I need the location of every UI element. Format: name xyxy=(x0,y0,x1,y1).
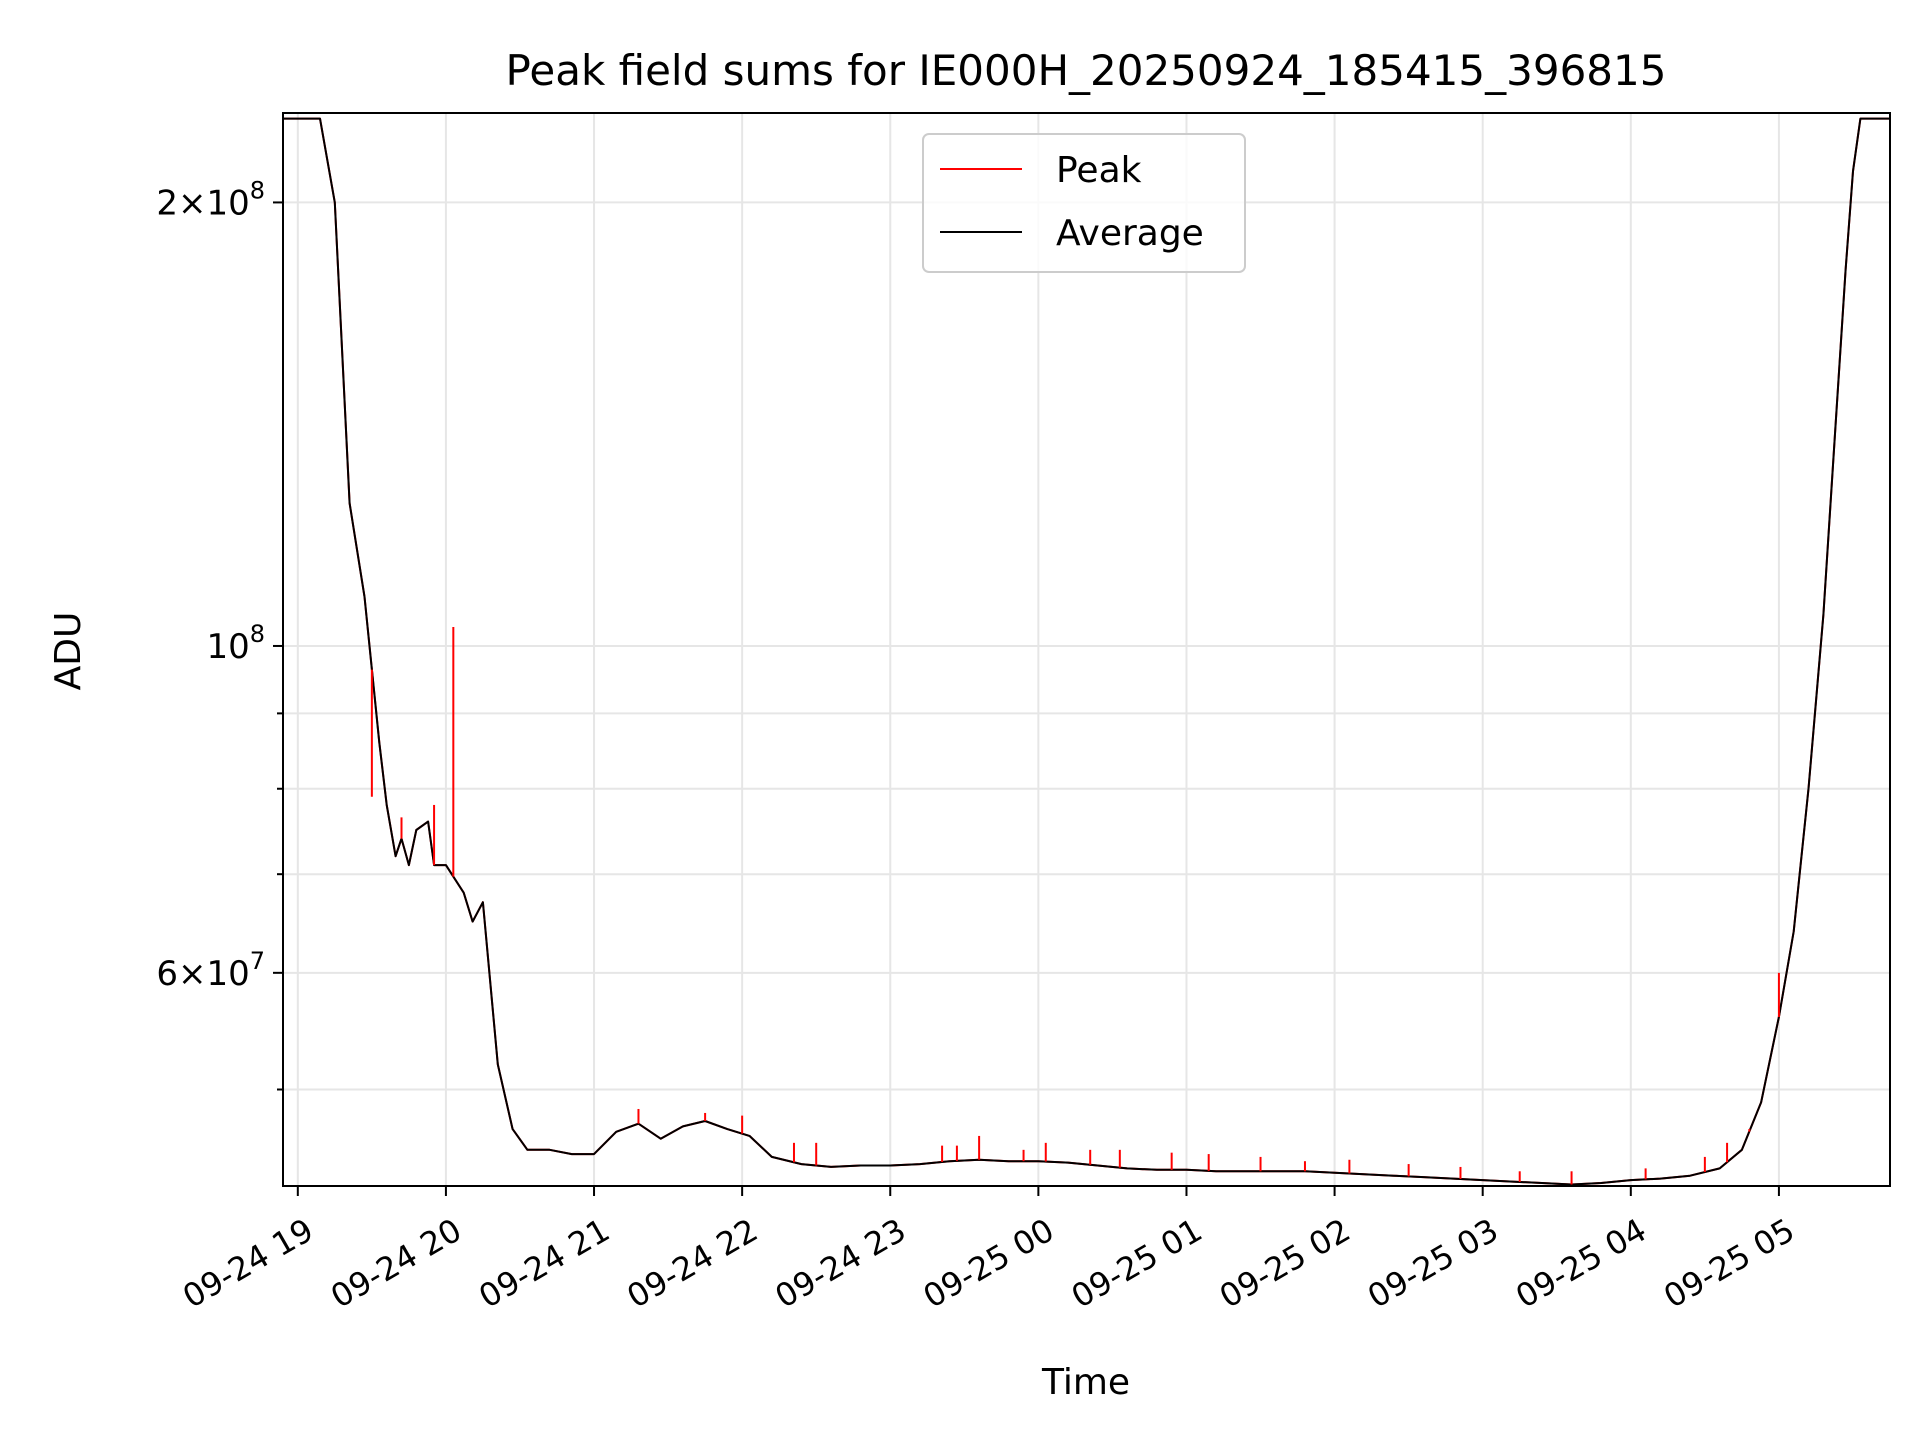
legend-label-peak: Peak xyxy=(1056,150,1142,191)
chart-title: Peak field sums for IE000H_20250924_1854… xyxy=(506,46,1667,95)
series-line-peak xyxy=(283,117,1890,1186)
x-tick-label: 09-24 23 xyxy=(769,1211,913,1316)
x-tick-label: 09-24 20 xyxy=(324,1211,468,1316)
legend: Peak Average xyxy=(922,133,1246,273)
x-tick-label: 09-25 00 xyxy=(917,1211,1061,1316)
y-axis-label: ADU xyxy=(48,612,89,691)
x-tick-label: 09-25 02 xyxy=(1213,1211,1357,1316)
x-tick-label: 09-25 04 xyxy=(1509,1211,1653,1316)
x-tick-label: 09-24 21 xyxy=(472,1211,616,1316)
y-tick-label: 2×108 xyxy=(156,176,265,223)
x-axis-label: Time xyxy=(1041,1362,1130,1403)
grid-lines xyxy=(283,113,1890,1186)
x-tick-label: 09-24 22 xyxy=(621,1211,765,1316)
series-line-average xyxy=(283,117,1890,1186)
x-tick-label: 09-25 01 xyxy=(1065,1211,1209,1316)
x-tick-label: 09-25 03 xyxy=(1361,1211,1505,1316)
series-lines xyxy=(283,117,1890,1186)
x-tick-label: 09-24 19 xyxy=(176,1211,320,1316)
x-axis: 09-24 19 09-24 20 09-24 21 09-24 22 09-24 23… xyxy=(176,1186,1801,1316)
legend-label-average: Average xyxy=(1056,213,1204,254)
x-tick-label: 09-25 05 xyxy=(1657,1211,1801,1316)
y-tick-label: 6×107 xyxy=(156,947,265,994)
y-axis: 2×108 108 6×107 xyxy=(156,176,283,1091)
y-tick-label: 108 xyxy=(206,620,265,667)
plot-frame xyxy=(282,112,1891,1187)
